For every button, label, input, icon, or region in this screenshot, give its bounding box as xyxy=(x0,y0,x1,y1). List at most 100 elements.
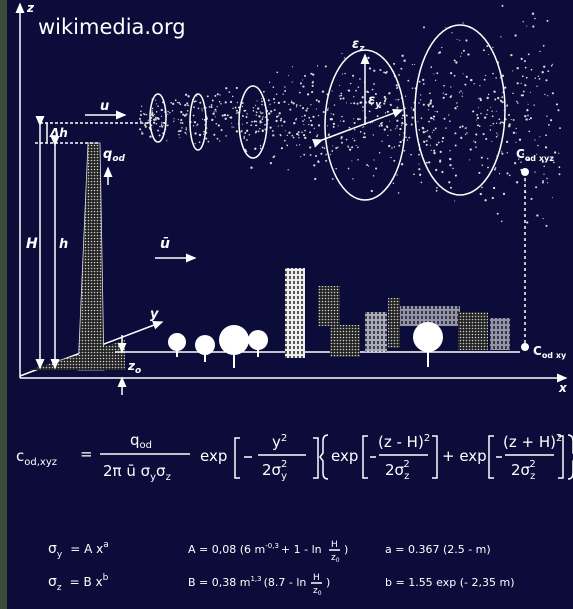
particle xyxy=(435,127,437,129)
particle xyxy=(139,128,141,130)
particle xyxy=(353,118,354,119)
particle xyxy=(246,139,248,141)
particle xyxy=(532,13,534,15)
particle xyxy=(414,64,415,65)
particle xyxy=(373,159,374,160)
particle xyxy=(435,169,437,171)
particle xyxy=(412,88,413,89)
particle xyxy=(167,114,168,115)
particle xyxy=(466,132,467,133)
particle xyxy=(411,124,413,126)
particle xyxy=(335,168,337,170)
particle xyxy=(481,187,483,189)
num: (z - H) xyxy=(378,433,424,451)
particle xyxy=(350,83,352,85)
particle xyxy=(167,111,168,112)
particle xyxy=(169,112,170,113)
particle xyxy=(205,138,207,140)
particle xyxy=(532,26,534,28)
particle xyxy=(276,93,277,94)
particle xyxy=(398,74,400,76)
particle xyxy=(173,121,174,122)
particle xyxy=(323,111,325,113)
particle xyxy=(173,118,174,119)
particle xyxy=(528,104,529,105)
particle xyxy=(385,72,387,74)
particle xyxy=(398,99,400,101)
particle xyxy=(500,100,502,102)
particle xyxy=(184,132,186,134)
particle xyxy=(500,36,501,37)
sigma: σ xyxy=(156,462,166,480)
particle xyxy=(423,104,425,106)
particle xyxy=(230,101,232,103)
particle xyxy=(207,95,209,97)
particle xyxy=(154,114,155,115)
particle xyxy=(403,150,405,152)
particle xyxy=(197,124,199,126)
particle xyxy=(344,73,345,74)
particle xyxy=(357,147,359,149)
particle xyxy=(232,96,234,98)
particle xyxy=(314,178,316,180)
particle xyxy=(436,190,438,192)
particle xyxy=(420,99,421,100)
particle xyxy=(427,130,429,132)
sup: 2 xyxy=(281,433,287,444)
particle xyxy=(475,133,477,135)
particle xyxy=(292,66,293,67)
particle xyxy=(286,144,287,145)
particle xyxy=(215,109,217,111)
particle xyxy=(341,53,342,54)
particle xyxy=(523,91,525,93)
particle xyxy=(324,147,326,149)
particle xyxy=(401,118,402,119)
particle xyxy=(463,50,465,52)
particle xyxy=(210,106,212,108)
particle xyxy=(161,122,162,123)
particle xyxy=(253,110,255,112)
denominator: 2π ū σyσz xyxy=(103,462,171,483)
particle xyxy=(438,52,440,54)
particle xyxy=(231,123,232,124)
particle xyxy=(510,54,512,56)
particle xyxy=(274,102,275,103)
particle xyxy=(543,174,544,175)
particle xyxy=(496,133,497,134)
particle xyxy=(403,60,405,62)
particle xyxy=(478,98,479,99)
particle xyxy=(242,115,244,117)
particle xyxy=(195,100,197,102)
particle xyxy=(216,111,217,112)
particle xyxy=(263,91,265,93)
particle xyxy=(304,119,305,120)
particle xyxy=(421,117,423,119)
particle xyxy=(333,114,335,116)
particle xyxy=(348,147,349,148)
particle xyxy=(534,139,535,140)
particle xyxy=(548,124,550,126)
particle xyxy=(395,128,396,129)
h-label: h xyxy=(59,237,68,252)
c-sub: od,xyz xyxy=(24,457,57,468)
particle xyxy=(362,96,364,98)
particle xyxy=(351,160,352,161)
particle xyxy=(536,214,538,216)
sup: -0,3 xyxy=(265,542,279,550)
particle xyxy=(432,118,433,119)
particle xyxy=(237,102,238,103)
particle xyxy=(219,101,221,103)
particle xyxy=(423,26,425,28)
particle xyxy=(211,119,213,121)
particle xyxy=(450,187,452,189)
particle xyxy=(303,134,305,136)
particle xyxy=(180,111,182,113)
particle xyxy=(465,134,466,135)
particle xyxy=(431,150,432,151)
particle xyxy=(177,102,178,103)
particle xyxy=(185,127,187,129)
den: 2π ū σ xyxy=(103,462,151,480)
particle xyxy=(302,116,303,117)
particle xyxy=(281,147,283,149)
particle xyxy=(155,100,156,101)
